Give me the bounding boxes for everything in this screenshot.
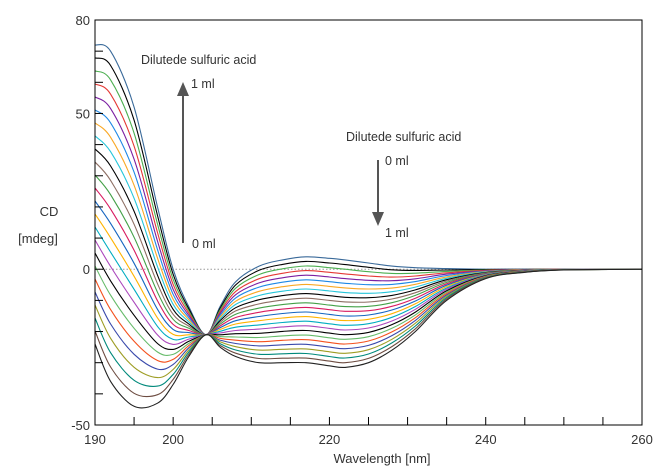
up-arrow-head (177, 82, 189, 96)
series-line (95, 123, 642, 335)
x-tick-label: 190 (84, 432, 106, 447)
x-tick-label: 220 (319, 432, 341, 447)
x-tick-label: 260 (631, 432, 653, 447)
x-axis-label: Wavelength [nm] (333, 451, 430, 466)
annotation-up-top: 1 ml (191, 77, 215, 91)
series-line (95, 188, 642, 335)
y-tick-label: 50 (76, 106, 90, 121)
annotation-down-title: Dilutede sulfuric acid (346, 130, 461, 144)
annotation-down-bottom: 1 ml (385, 226, 409, 240)
annotation-up-bottom: 0 ml (192, 237, 216, 251)
series-line (95, 71, 642, 335)
y-tick-label: 0 (83, 262, 90, 277)
annotation-down-top: 0 ml (385, 154, 409, 168)
annotation-up-title: Dilutede sulfuric acid (141, 53, 256, 67)
y-axis-label-line1: CD (40, 204, 59, 219)
y-tick-label: -50 (71, 418, 90, 433)
y-axis-label-line2: [mdeg] (18, 231, 58, 246)
plot-frame (95, 20, 642, 425)
series-line (95, 214, 642, 336)
y-tick-label: 80 (76, 13, 90, 28)
series-line (95, 45, 642, 335)
series-line (95, 162, 642, 335)
x-tick-label: 200 (162, 432, 184, 447)
down-arrow-head (372, 212, 384, 226)
x-tick-label: 240 (475, 432, 497, 447)
